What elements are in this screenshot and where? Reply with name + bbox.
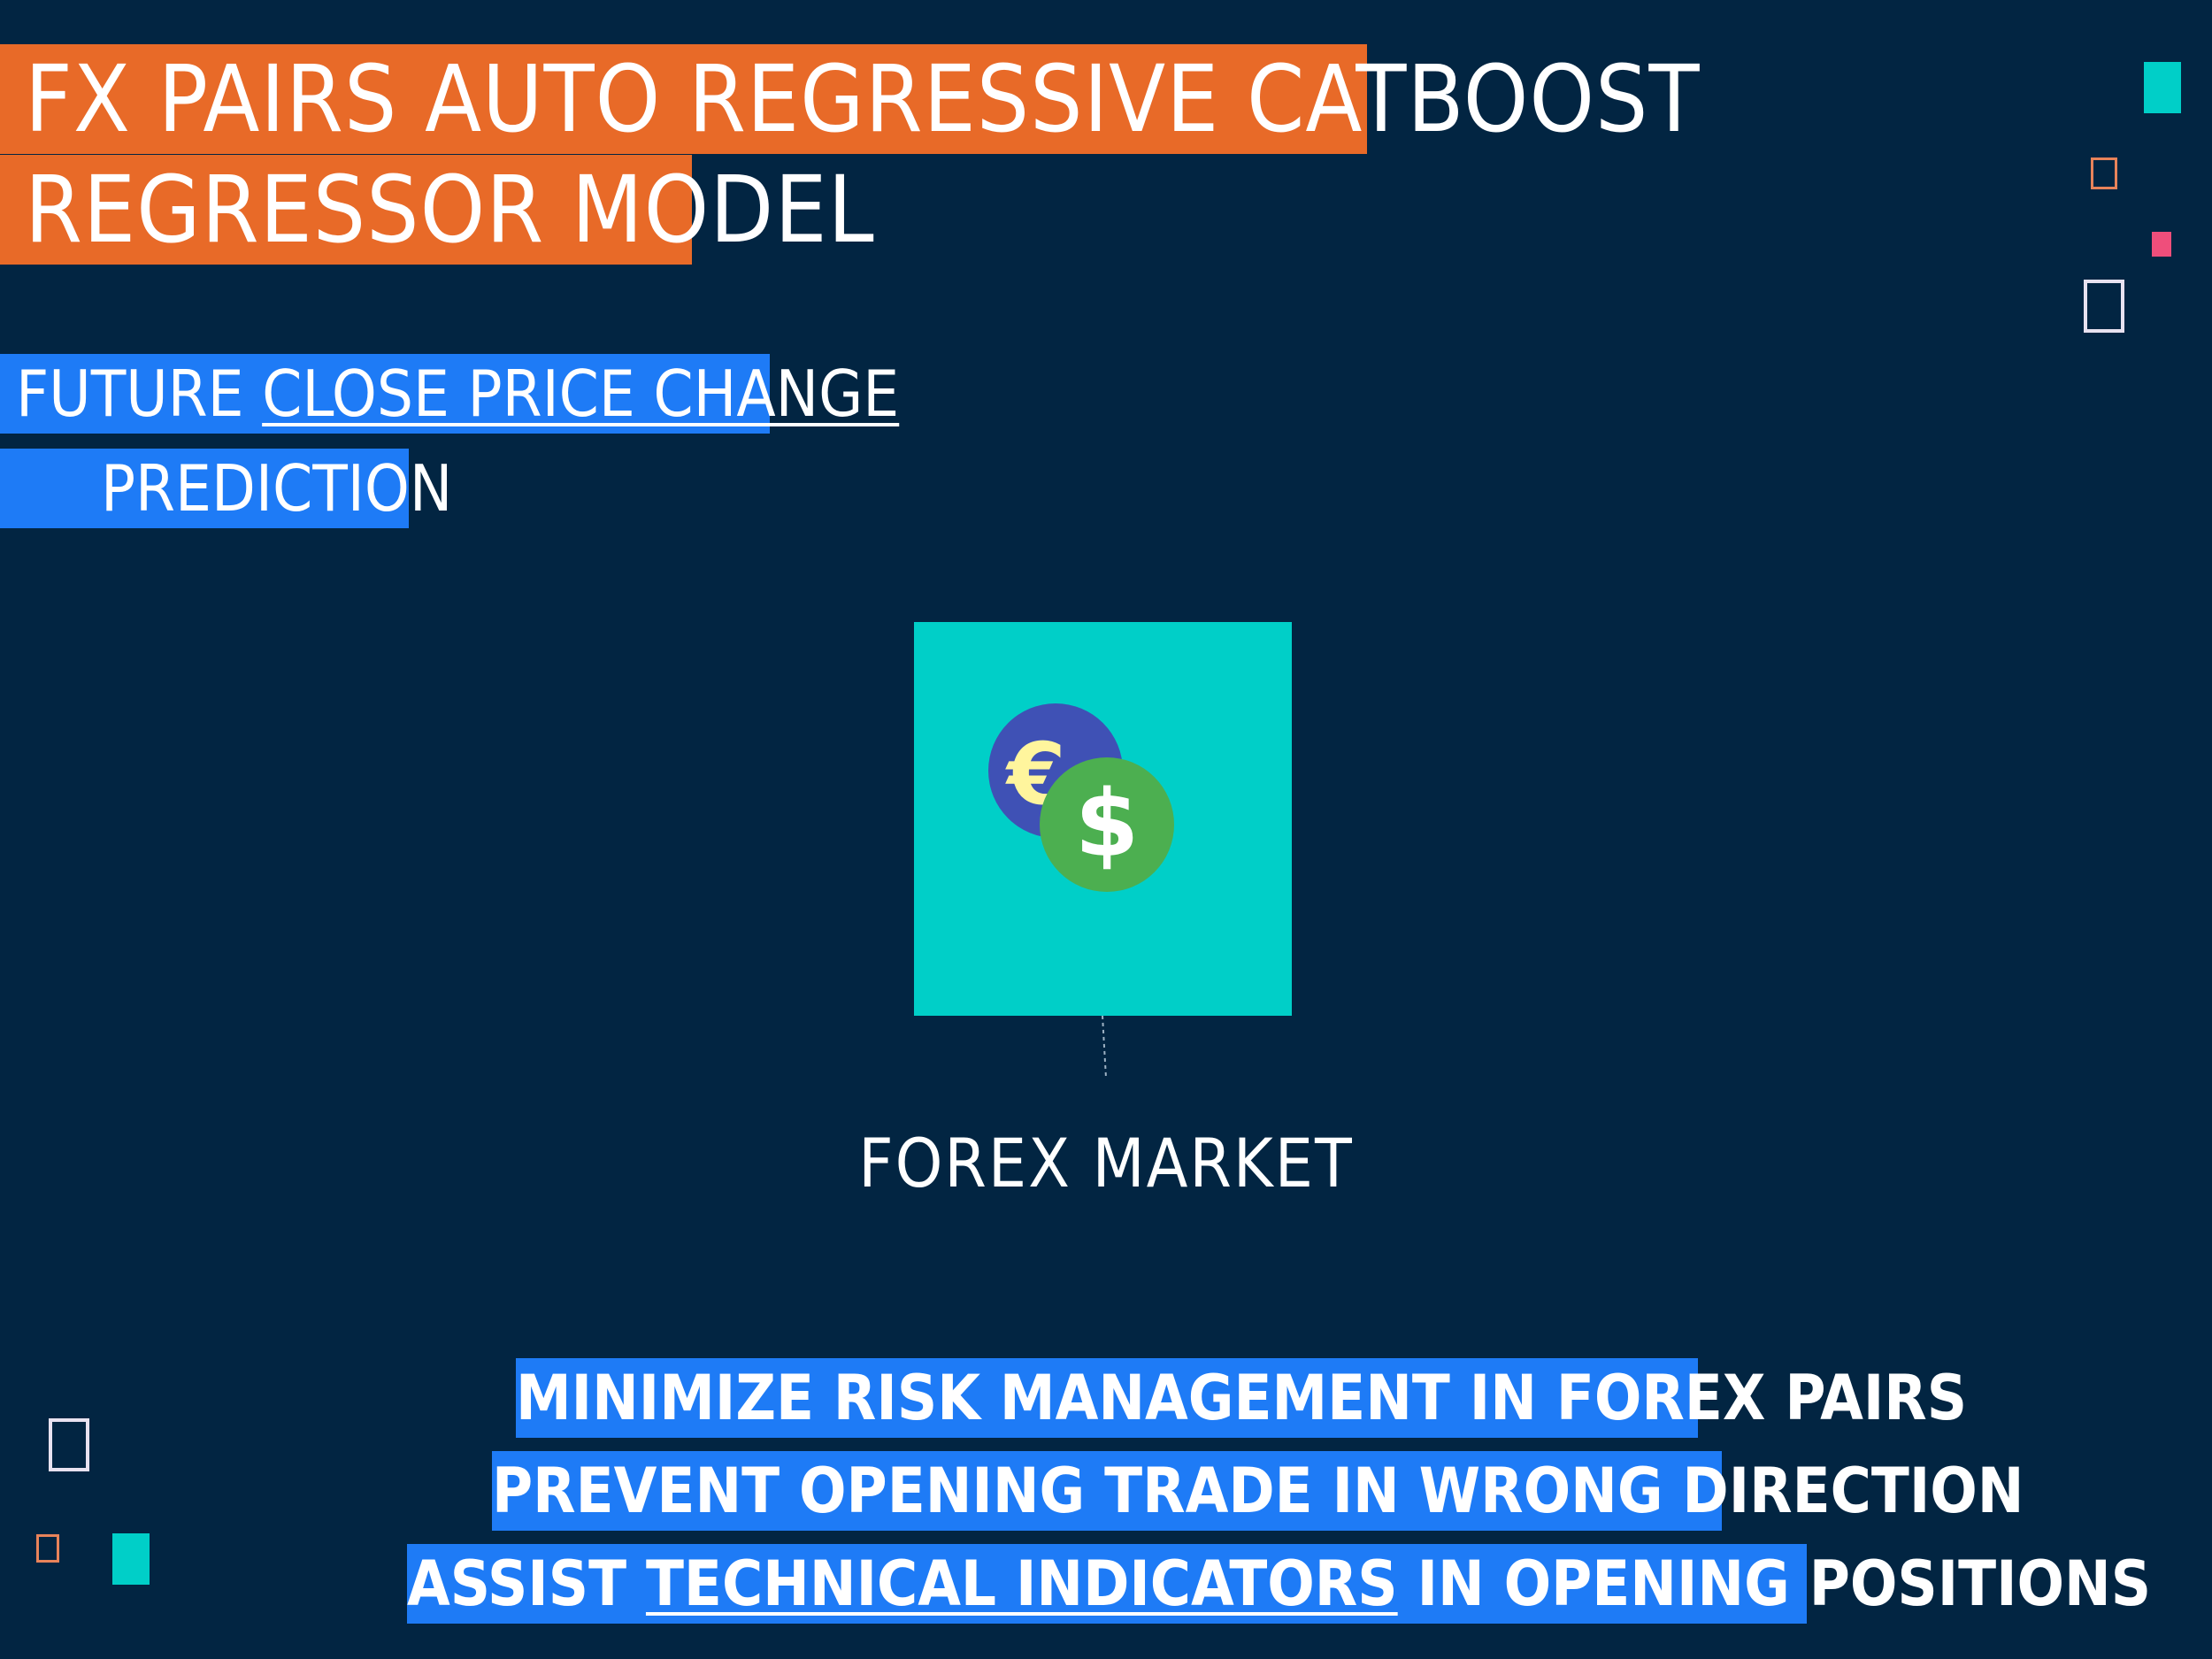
bullet-1: MINIMIZE RISK MANAGEMENT IN FOREX PAIRS (516, 1358, 1967, 1438)
subtitle-text-2: PREDICTION (101, 451, 453, 526)
bullet-3-prefix: ASSIST (407, 1548, 646, 1620)
bullet-1-text: MINIMIZE RISK MANAGEMENT IN FOREX PAIRS (516, 1362, 1968, 1434)
subtitle-line-2: PREDICTION (0, 449, 452, 528)
bullet-3-underlined: TECHNICAL INDICATORS (645, 1548, 1398, 1620)
deco-square-white-outline-bottom (49, 1418, 89, 1471)
subtitle-line-1: FUTURE CLOSE PRICE CHANGE (0, 354, 899, 434)
node-connector (1102, 1016, 1107, 1079)
currency-exchange-icon: € $ (988, 703, 1174, 892)
title-text-1: FX PAIRS AUTO REGRESSIVE CATBOOST (25, 45, 1701, 153)
bullet-2: PREVENT OPENING TRADE IN WRONG DIRECTION (492, 1451, 2024, 1531)
deco-square-teal-top (2144, 62, 2181, 113)
title-line-2: REGRESSOR MODEL (0, 155, 874, 265)
bullet-3: ASSIST TECHNICAL INDICATORS IN OPENING P… (407, 1544, 2151, 1624)
title-line-1: FX PAIRS AUTO REGRESSIVE CATBOOST (0, 44, 1700, 154)
deco-square-pink (2152, 232, 2171, 257)
subtitle-underlined: CLOSE PRICE CHANGE (262, 357, 900, 431)
deco-square-white-outline-top (2084, 280, 2124, 333)
deco-square-teal-bottom (112, 1533, 150, 1585)
subtitle-prefix: FUTURE (16, 357, 263, 431)
bullet-3-suffix: IN OPENING POSITIONS (1397, 1548, 2152, 1620)
forex-market-node: € $ (914, 622, 1292, 1016)
dollar-coin-icon (1040, 757, 1174, 892)
dollar-symbol: $ (1075, 770, 1139, 878)
deco-square-orange-outline-top (2091, 157, 2117, 189)
bullet-2-text: PREVENT OPENING TRADE IN WRONG DIRECTION (492, 1455, 2024, 1527)
deco-square-orange-outline-bottom (36, 1534, 59, 1563)
forex-market-label: FOREX MARKET (858, 1124, 1354, 1202)
title-text-2: REGRESSOR MODEL (25, 156, 875, 264)
